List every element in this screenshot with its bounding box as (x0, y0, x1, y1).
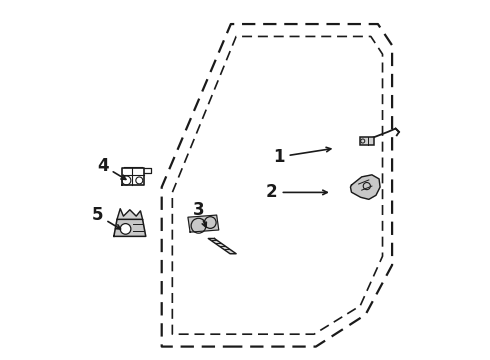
Text: 5: 5 (92, 206, 104, 224)
Polygon shape (350, 175, 380, 199)
Polygon shape (188, 215, 219, 232)
Text: 4: 4 (98, 157, 109, 175)
Polygon shape (117, 209, 143, 219)
Bar (361, 137, 374, 145)
Text: 1: 1 (273, 148, 284, 166)
Text: 3: 3 (193, 201, 205, 219)
Polygon shape (208, 238, 236, 254)
Circle shape (120, 224, 131, 234)
Text: 2: 2 (266, 183, 277, 201)
Polygon shape (114, 219, 146, 237)
